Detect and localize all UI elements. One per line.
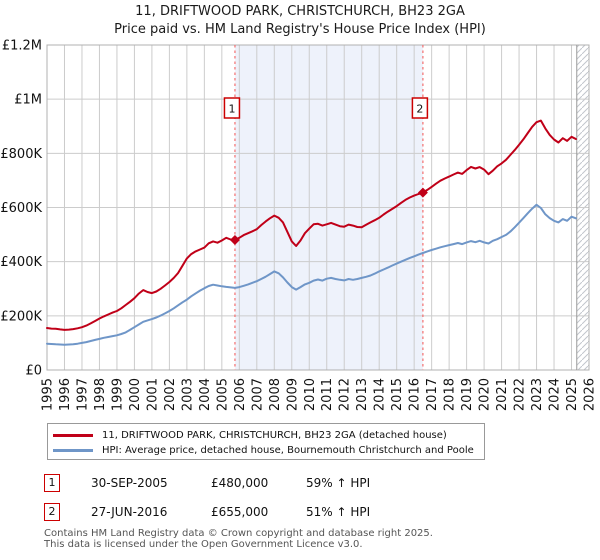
legend-entry-hpi: HPI: Average price, detached house, Bour… xyxy=(48,443,484,458)
property-line-swatch xyxy=(53,434,93,437)
y-tick-label: £800K xyxy=(0,147,42,162)
chart-legend: 11, DRIFTWOOD PARK, CHRISTCHURCH, BH23 2… xyxy=(47,423,485,460)
price-chart: 1 2 £0 £200K £400K £600K £800K £1M £1.2M 1995 1996… xyxy=(0,39,598,412)
y-tick-label: £1M xyxy=(14,93,42,108)
x-tick-label: 2020 xyxy=(478,378,493,411)
x-tick-label: 2026 xyxy=(583,378,598,411)
hpi-series-line xyxy=(46,203,577,346)
y-tick-label: £600K xyxy=(0,201,42,216)
chart-title: 11, DRIFTWOOD PARK, CHRISTCHURCH, BH23 2… xyxy=(135,4,465,19)
x-tick-label: 2025 xyxy=(565,378,580,411)
sale-date: 30-SEP-2005 xyxy=(91,476,168,490)
plot-border xyxy=(46,44,590,371)
sale-date: 27-JUN-2016 xyxy=(91,505,168,519)
y-tick-label: £400K xyxy=(0,255,42,270)
x-tick-label: 2023 xyxy=(530,378,545,411)
x-tick-label: 2002 xyxy=(163,378,178,411)
footer-line-1: Contains HM Land Registry data © Crown c… xyxy=(44,528,433,539)
sale-price: £480,000 xyxy=(211,476,269,490)
legend-entry-property: 11, DRIFTWOOD PARK, CHRISTCHURCH, BH23 2… xyxy=(48,428,484,443)
x-tick-label: 2001 xyxy=(145,378,160,411)
sale-point-dot xyxy=(229,235,240,245)
sale-annotation-row: 1 30-SEP-2005 £480,000 59% ↑ HPI xyxy=(44,474,584,493)
sale-annotation-row: 2 27-JUN-2016 £655,000 51% ↑ HPI xyxy=(44,503,584,522)
x-tick-label: 2003 xyxy=(180,378,195,411)
sale-price: £655,000 xyxy=(211,505,269,519)
x-tick-label: 2007 xyxy=(250,378,265,411)
hpi-line-swatch xyxy=(53,449,93,452)
sale-number-badge: 1 xyxy=(44,474,60,492)
x-tick-label: 2004 xyxy=(198,378,213,411)
x-tick-label: 2015 xyxy=(390,378,405,411)
x-tick-label: 2006 xyxy=(233,378,248,411)
sale-point-dot xyxy=(417,187,428,198)
x-tick-label: 2013 xyxy=(355,378,370,411)
sale-flag-number: 1 xyxy=(228,103,235,116)
y-tick-label: £0 xyxy=(25,364,42,379)
x-tick-label: 2000 xyxy=(128,378,143,411)
chart-subtitle: Price paid vs. HM Land Registry's House … xyxy=(114,22,486,37)
footer-line-2: This data is licensed under the Open Gov… xyxy=(44,538,363,550)
x-tick-label: 2008 xyxy=(268,378,283,411)
property-series-line xyxy=(46,119,577,331)
sale-flag-box xyxy=(411,97,429,119)
x-tick-label: 2018 xyxy=(443,378,458,411)
x-tick-label: 2024 xyxy=(548,378,563,411)
x-tick-label: 1996 xyxy=(58,378,73,411)
x-tick-label: 2009 xyxy=(285,378,300,411)
x-tick-label: 2005 xyxy=(215,378,230,411)
x-tick-label: 1998 xyxy=(93,378,108,411)
x-tick-label: 2017 xyxy=(425,378,440,411)
y-tick-label: £200K xyxy=(0,309,42,324)
license-footer: Contains HM Land Registry data © Crown c… xyxy=(44,528,594,550)
x-tick-label: 2014 xyxy=(373,378,388,411)
x-tick-label: 2010 xyxy=(303,378,318,411)
x-tick-label: 2021 xyxy=(495,378,510,411)
x-tick-label: 2011 xyxy=(320,378,335,411)
x-tick-label: 1997 xyxy=(75,378,90,411)
price-chart-svg: 1 2 £0 £200K £400K £600K £800K £1M £1.2M 1995 1996… xyxy=(0,39,598,412)
sale-hpi-delta: 59% ↑ HPI xyxy=(306,476,371,490)
x-tick-label: 1995 xyxy=(41,378,56,411)
sale-number-badge: 2 xyxy=(44,503,60,521)
x-tick-label: 2019 xyxy=(460,378,475,411)
legend-label-hpi: HPI: Average price, detached house, Bour… xyxy=(102,445,474,456)
sale-hpi-delta: 51% ↑ HPI xyxy=(306,505,371,519)
x-tick-label: 2012 xyxy=(338,378,353,411)
y-tick-label: £1.2M xyxy=(2,39,42,54)
x-tick-label: 2016 xyxy=(408,378,423,411)
sale-flag-box xyxy=(223,97,241,119)
legend-label-property: 11, DRIFTWOOD PARK, CHRISTCHURCH, BH23 2… xyxy=(102,430,447,441)
x-tick-label: 2022 xyxy=(513,378,528,411)
sale-flag-number: 2 xyxy=(416,103,423,116)
x-tick-label: 1999 xyxy=(110,378,125,411)
